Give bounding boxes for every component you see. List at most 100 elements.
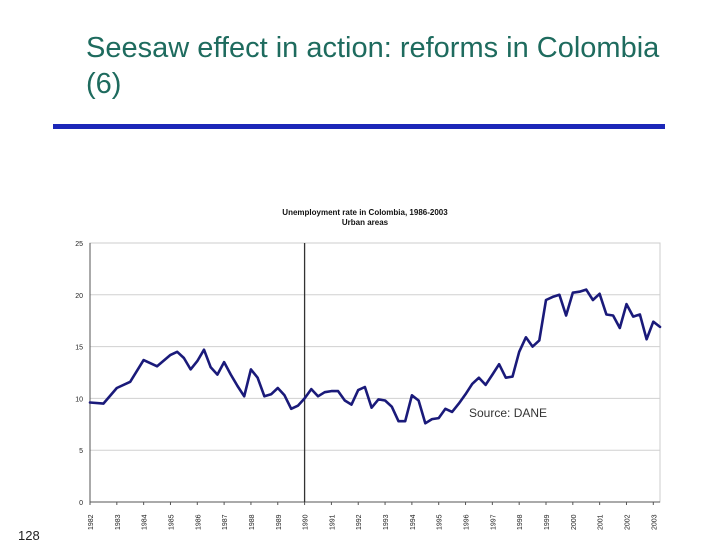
data-point xyxy=(551,296,554,298)
x-tick-label: 2003 xyxy=(651,514,658,530)
data-point xyxy=(364,386,366,388)
data-point xyxy=(605,313,608,316)
data-point xyxy=(216,373,219,376)
data-point xyxy=(484,384,487,386)
data-point xyxy=(565,314,567,317)
data-point xyxy=(464,393,467,396)
data-point xyxy=(343,399,346,402)
data-point xyxy=(598,292,601,295)
data-point xyxy=(625,303,628,305)
data-point xyxy=(290,407,293,410)
data-point xyxy=(229,373,232,376)
data-point xyxy=(89,401,91,404)
data-point xyxy=(350,403,353,406)
data-point xyxy=(330,390,333,392)
chart-title: Unemployment rate in Colombia, 1986-2003 xyxy=(282,208,448,217)
data-point xyxy=(437,417,440,419)
data-point xyxy=(424,422,427,425)
data-point xyxy=(102,402,105,405)
data-point xyxy=(115,387,118,389)
data-point xyxy=(531,345,534,348)
data-point xyxy=(451,411,453,413)
data-point xyxy=(592,299,594,301)
x-tick-label: 1991 xyxy=(329,514,336,530)
data-point xyxy=(511,375,514,378)
data-point xyxy=(370,406,373,409)
x-tick-label: 1997 xyxy=(490,514,497,530)
data-point xyxy=(417,399,420,402)
data-point xyxy=(558,293,561,296)
x-tick-label: 1990 xyxy=(303,514,310,530)
data-point xyxy=(578,290,581,293)
x-tick-label: 1996 xyxy=(464,514,471,530)
x-tick-label: 1985 xyxy=(168,514,175,530)
x-tick-label: 2000 xyxy=(571,514,578,530)
data-point xyxy=(129,380,132,383)
data-point xyxy=(652,320,655,323)
data-point xyxy=(411,394,413,397)
series-line xyxy=(88,288,662,425)
x-tick-label: 1989 xyxy=(276,514,283,530)
data-point xyxy=(612,314,614,317)
data-point xyxy=(639,313,641,316)
data-point xyxy=(303,397,306,400)
data-point xyxy=(618,327,621,329)
data-point xyxy=(471,383,474,385)
data-point xyxy=(283,394,286,397)
data-point xyxy=(632,315,635,318)
data-point xyxy=(337,390,339,392)
data-point xyxy=(357,389,360,391)
slide-title: Seesaw effect in action: reforms in Colo… xyxy=(86,32,660,100)
data-point xyxy=(223,361,226,363)
data-point xyxy=(571,291,574,294)
slide-number: 128 xyxy=(18,528,40,543)
y-tick-label: 0 xyxy=(79,500,83,507)
data-point xyxy=(156,365,159,368)
data-point xyxy=(390,405,393,408)
x-tick-label: 2002 xyxy=(624,514,631,530)
data-point xyxy=(431,418,433,420)
data-point xyxy=(323,391,326,394)
data-point xyxy=(585,288,588,291)
data-point xyxy=(250,368,252,371)
data-point xyxy=(317,395,319,398)
title-underline xyxy=(53,124,665,129)
x-tick-label: 1999 xyxy=(544,514,551,530)
x-tick-label: 1994 xyxy=(410,514,417,530)
data-point xyxy=(189,368,192,371)
x-tick-label: 2001 xyxy=(598,514,605,530)
data-point xyxy=(518,350,521,353)
data-point xyxy=(397,420,400,423)
data-point xyxy=(498,363,500,366)
y-tick-label: 5 xyxy=(79,448,83,455)
chart-title-block: Unemployment rate in Colombia, 1986-2003… xyxy=(200,208,530,228)
data-point xyxy=(457,402,460,405)
data-point xyxy=(203,348,205,351)
data-point xyxy=(478,376,480,379)
data-point xyxy=(310,388,313,390)
data-point xyxy=(176,350,179,353)
plot-frame xyxy=(89,242,661,503)
y-tick-label: 25 xyxy=(75,241,83,248)
data-point xyxy=(545,299,547,301)
x-tick-label: 1995 xyxy=(437,514,444,530)
data-point xyxy=(142,359,145,361)
data-point xyxy=(491,373,494,376)
data-point xyxy=(196,360,199,362)
data-point xyxy=(384,399,386,402)
x-tick-label: 1982 xyxy=(88,514,95,530)
data-point xyxy=(276,387,279,389)
data-point xyxy=(645,338,648,341)
x-tick-label: 1993 xyxy=(383,514,390,530)
y-tick-label: 15 xyxy=(75,345,83,352)
data-point xyxy=(263,395,266,398)
data-point xyxy=(270,393,272,396)
data-point xyxy=(236,385,239,387)
data-point xyxy=(538,339,541,342)
chart-subtitle: Urban areas xyxy=(341,218,389,227)
data-point xyxy=(504,376,507,379)
data-point xyxy=(256,376,259,379)
data-point xyxy=(169,354,172,356)
data-point xyxy=(525,336,527,339)
